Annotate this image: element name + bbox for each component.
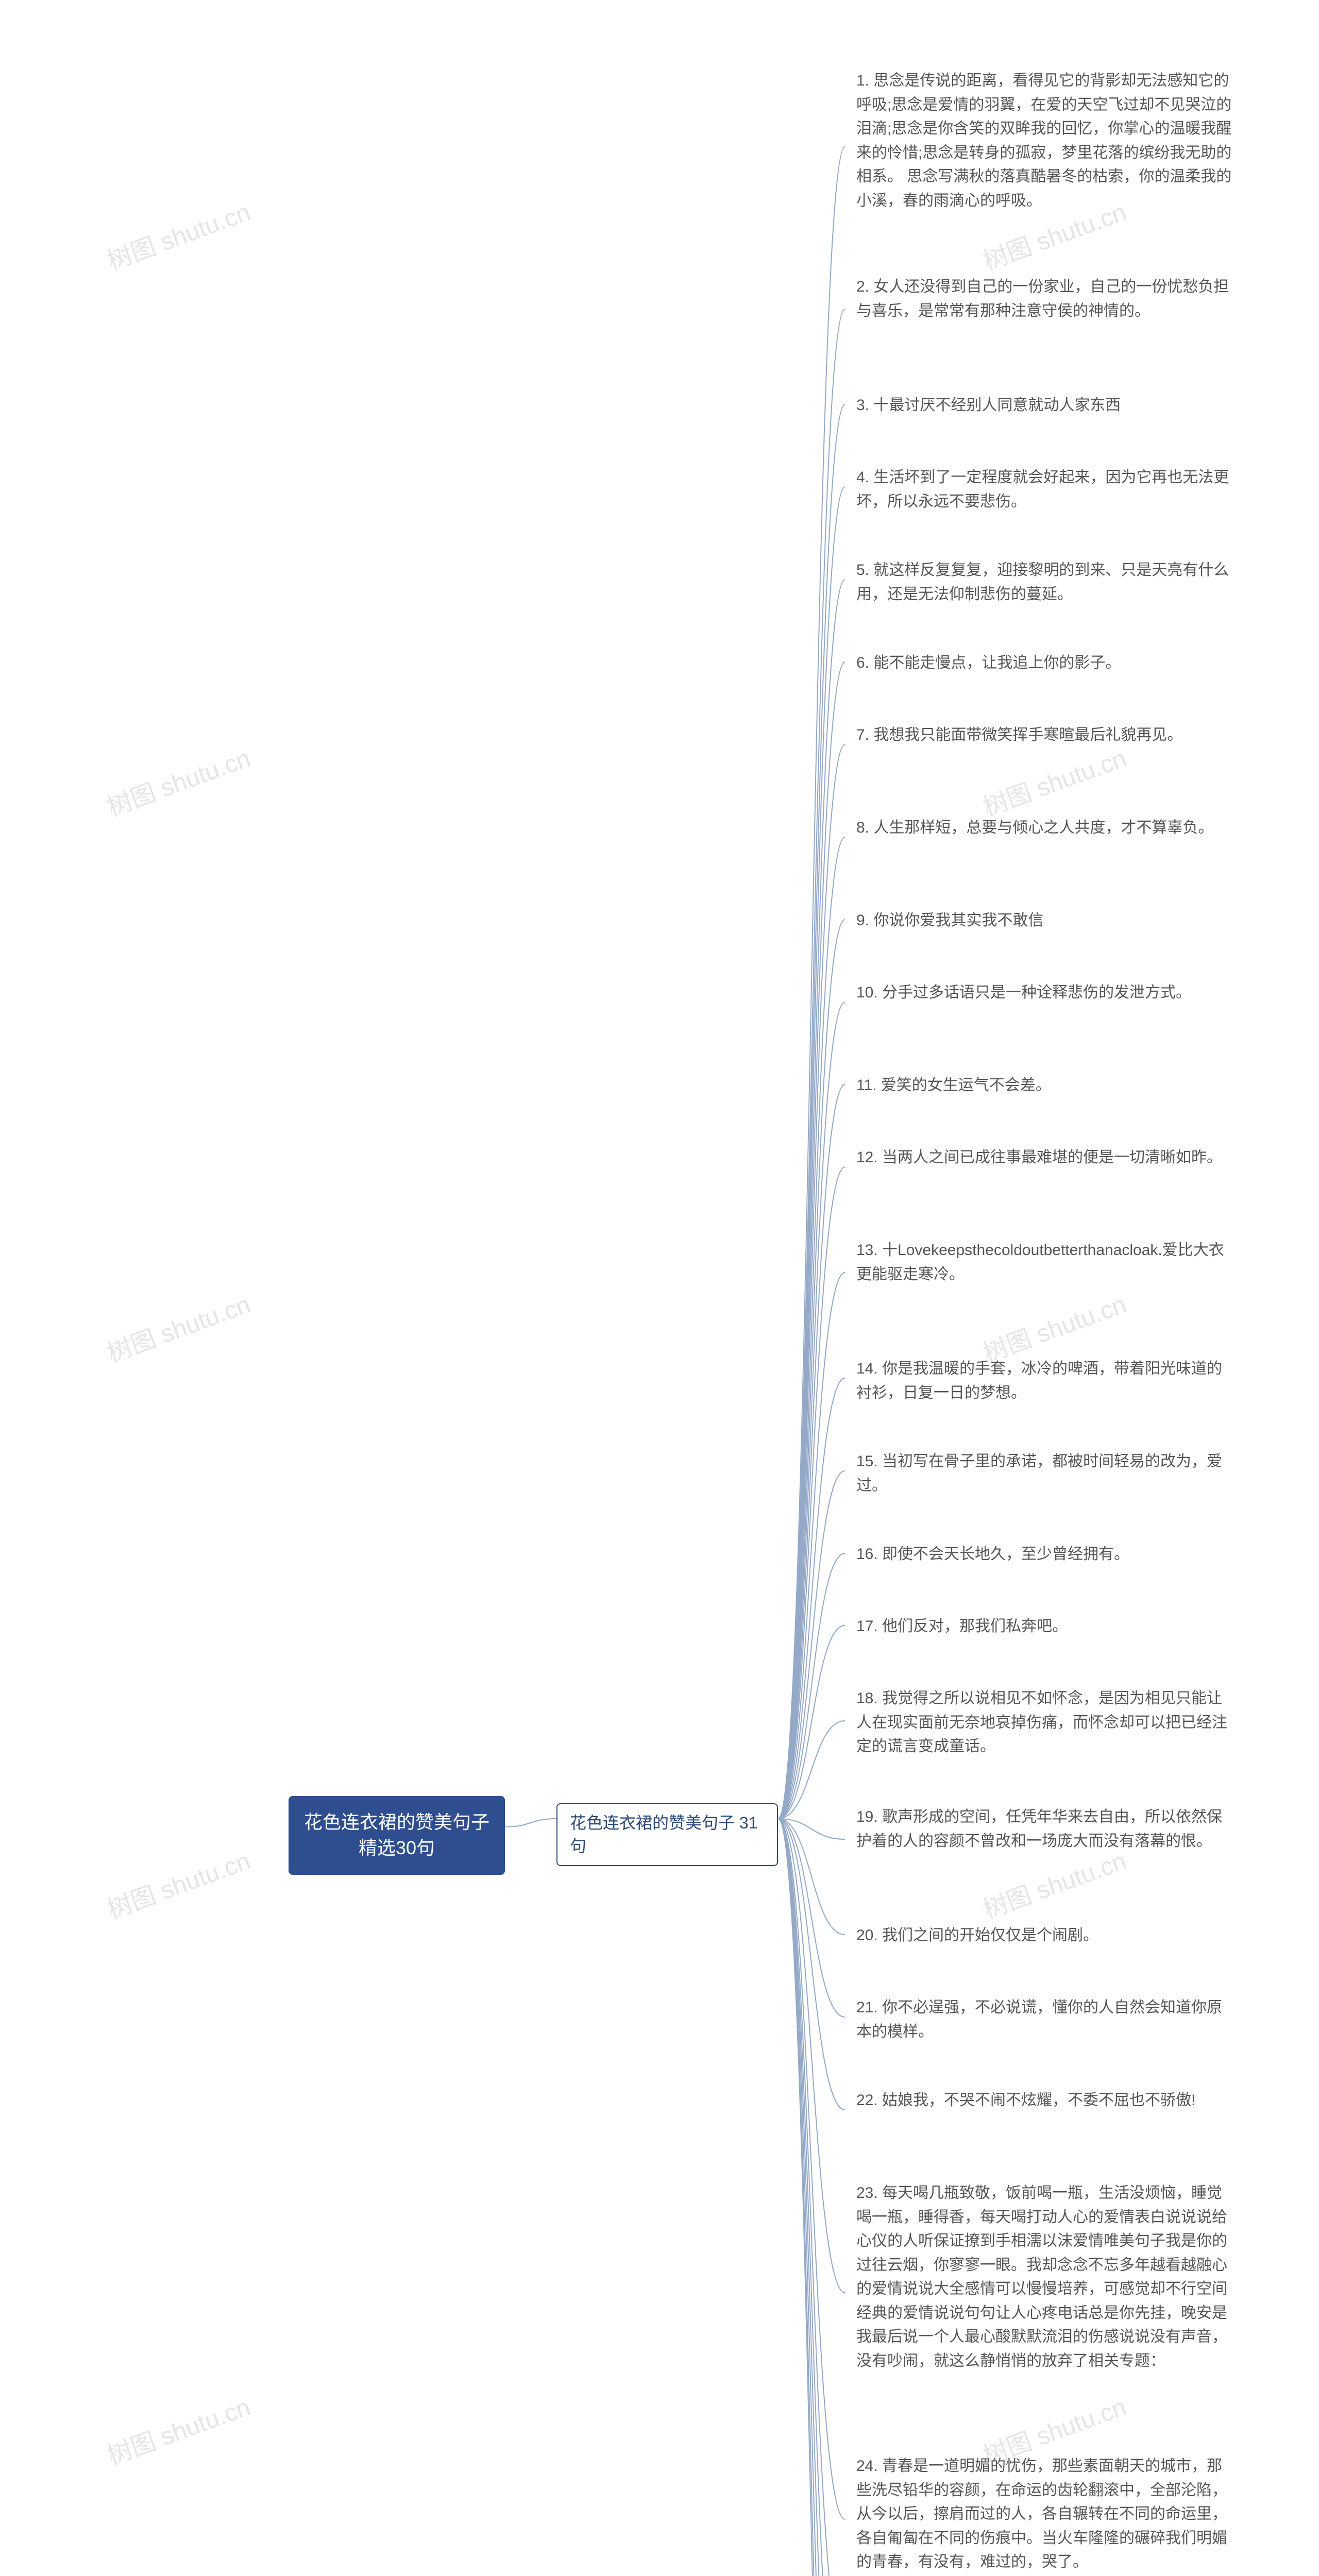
connector (778, 404, 845, 1819)
connector (778, 1721, 845, 1819)
watermark: 树图 shutu.cn (102, 1284, 255, 1369)
connector (778, 1553, 845, 1819)
connector (778, 147, 845, 1819)
connector (778, 1819, 845, 2576)
connector (778, 744, 845, 1819)
mindmap-root[interactable]: 花色连衣裙的赞美句子精选30句 (289, 1796, 505, 1875)
mindmap-leaf[interactable]: 10. 分手过多话语只是一种诠释悲伤的发泄方式。 (845, 974, 1247, 1012)
watermark: 树图 shutu.cn (102, 192, 255, 277)
mindmap-leaf[interactable]: 16. 即使不会天长地久，至少曾经拥有。 (845, 1535, 1247, 1574)
mindmap-leaf[interactable]: 15. 当初写在骨子里的承诺，都被时间轻易的改为，爱过。 (845, 1443, 1247, 1505)
watermark: 树图 shutu.cn (102, 738, 255, 823)
connector (778, 1819, 845, 2576)
connector (778, 1625, 845, 1819)
mindmap-leaf[interactable]: 8. 人生那样短，总要与倾心之人共度，才不算辜负。 (845, 809, 1247, 848)
connector (778, 580, 845, 1819)
connector (778, 1002, 845, 1819)
mindmap-leaf[interactable]: 13. 十Lovekeepsthecoldoutbetterthanacloak… (845, 1231, 1247, 1294)
mindmap-leaf[interactable]: 3. 十最讨厌不经别人同意就动人家东西 (845, 386, 1247, 425)
connector (778, 1819, 845, 1935)
mindmap-leaf[interactable]: 5. 就这样反复复复，迎接黎明的到来、只是天亮有什么用，还是无法仰制悲伤的蔓延。 (845, 551, 1247, 614)
mindmap-leaf[interactable]: 4. 生活坏到了一定程度就会好起来，因为它再也无法更坏，所以永远不要悲伤。 (845, 459, 1247, 521)
connector (778, 309, 845, 1819)
mindmap-leaf[interactable]: 14. 你是我温暖的手套，冰冷的啤酒，带着阳光味道的衬衫，日复一日的梦想。 (845, 1350, 1247, 1412)
connector (778, 1819, 845, 2519)
connector (778, 1378, 845, 1819)
connector (778, 1819, 845, 2576)
mindmap-leaf[interactable]: 23. 每天喝几瓶致敬，饭前喝一瓶，生活没烦恼，睡觉喝一瓶，睡得香，每天喝打动人… (845, 2174, 1247, 2380)
mindmap-branch[interactable]: 花色连衣裙的赞美句子 31句 (556, 1803, 778, 1866)
connector (778, 1819, 845, 2576)
mindmap-leaf[interactable]: 20. 我们之间的开始仅仅是个闹剧。 (845, 1917, 1247, 1955)
mindmap-leaf[interactable]: 11. 爱笑的女生运气不会差。 (845, 1066, 1247, 1105)
connector (778, 1819, 845, 2293)
connector (778, 1471, 845, 1819)
mindmap-leaf[interactable]: 19. 歌声形成的空间，任凭年华来去自由，所以依然保护着的人的容颜不曾改和一场庞… (845, 1798, 1247, 1860)
connector (778, 920, 845, 1819)
mindmap-leaf[interactable]: 22. 姑娘我，不哭不闹不炫耀，不委不屈也不骄傲! (845, 2081, 1247, 2120)
connector (778, 662, 845, 1819)
watermark: 树图 shutu.cn (102, 2386, 255, 2471)
connector (505, 1819, 556, 1827)
mindmap-leaf[interactable]: 12. 当两人之间已成往事最难堪的便是一切清晰如昨。 (845, 1139, 1247, 1177)
mindmap-leaf[interactable]: 17. 他们反对，那我们私奔吧。 (845, 1607, 1247, 1646)
mindmap-leaf[interactable]: 18. 我觉得之所以说相见不如怀念，是因为相见只能让人在现实面前无奈地哀掉伤痛，… (845, 1680, 1247, 1766)
connector (778, 1819, 845, 1839)
mindmap-leaf[interactable]: 7. 我想我只能面带微笑挥手寒暄最后礼貌再见。 (845, 716, 1247, 755)
mindmap-leaf[interactable]: 1. 思念是传说的距离，看得见它的背影却无法感知它的呼吸;思念是爱情的羽翼，在爱… (845, 62, 1247, 220)
mindmap-leaf[interactable]: 2. 女人还没得到自己的一份家业，自己的一份忧愁负担与喜乐，是常常有那种注意守侯… (845, 268, 1247, 330)
connector (778, 1819, 845, 2576)
mindmap-leaf[interactable]: 6. 能不能走慢点，让我追上你的影子。 (845, 644, 1247, 683)
connector (778, 837, 845, 1819)
mindmap-leaf[interactable]: 9. 你说你爱我其实我不敢信 (845, 902, 1247, 940)
connector (778, 1167, 845, 1819)
connector (778, 1819, 845, 2110)
mindmap-leaf[interactable]: 21. 你不必逞强，不必说谎，懂你的人自然会知道你原本的模样。 (845, 1989, 1247, 2051)
connector (778, 487, 845, 1819)
connector (778, 1819, 845, 2576)
mindmap-leaf[interactable]: 24. 青春是一道明媚的忧伤，那些素面朝天的城市，那些洗尽铅华的容颜，在命运的齿… (845, 2447, 1247, 2576)
connector (778, 1273, 845, 1819)
connector (778, 1084, 845, 1819)
watermark: 树图 shutu.cn (102, 1840, 255, 1925)
connector (778, 1819, 845, 2017)
